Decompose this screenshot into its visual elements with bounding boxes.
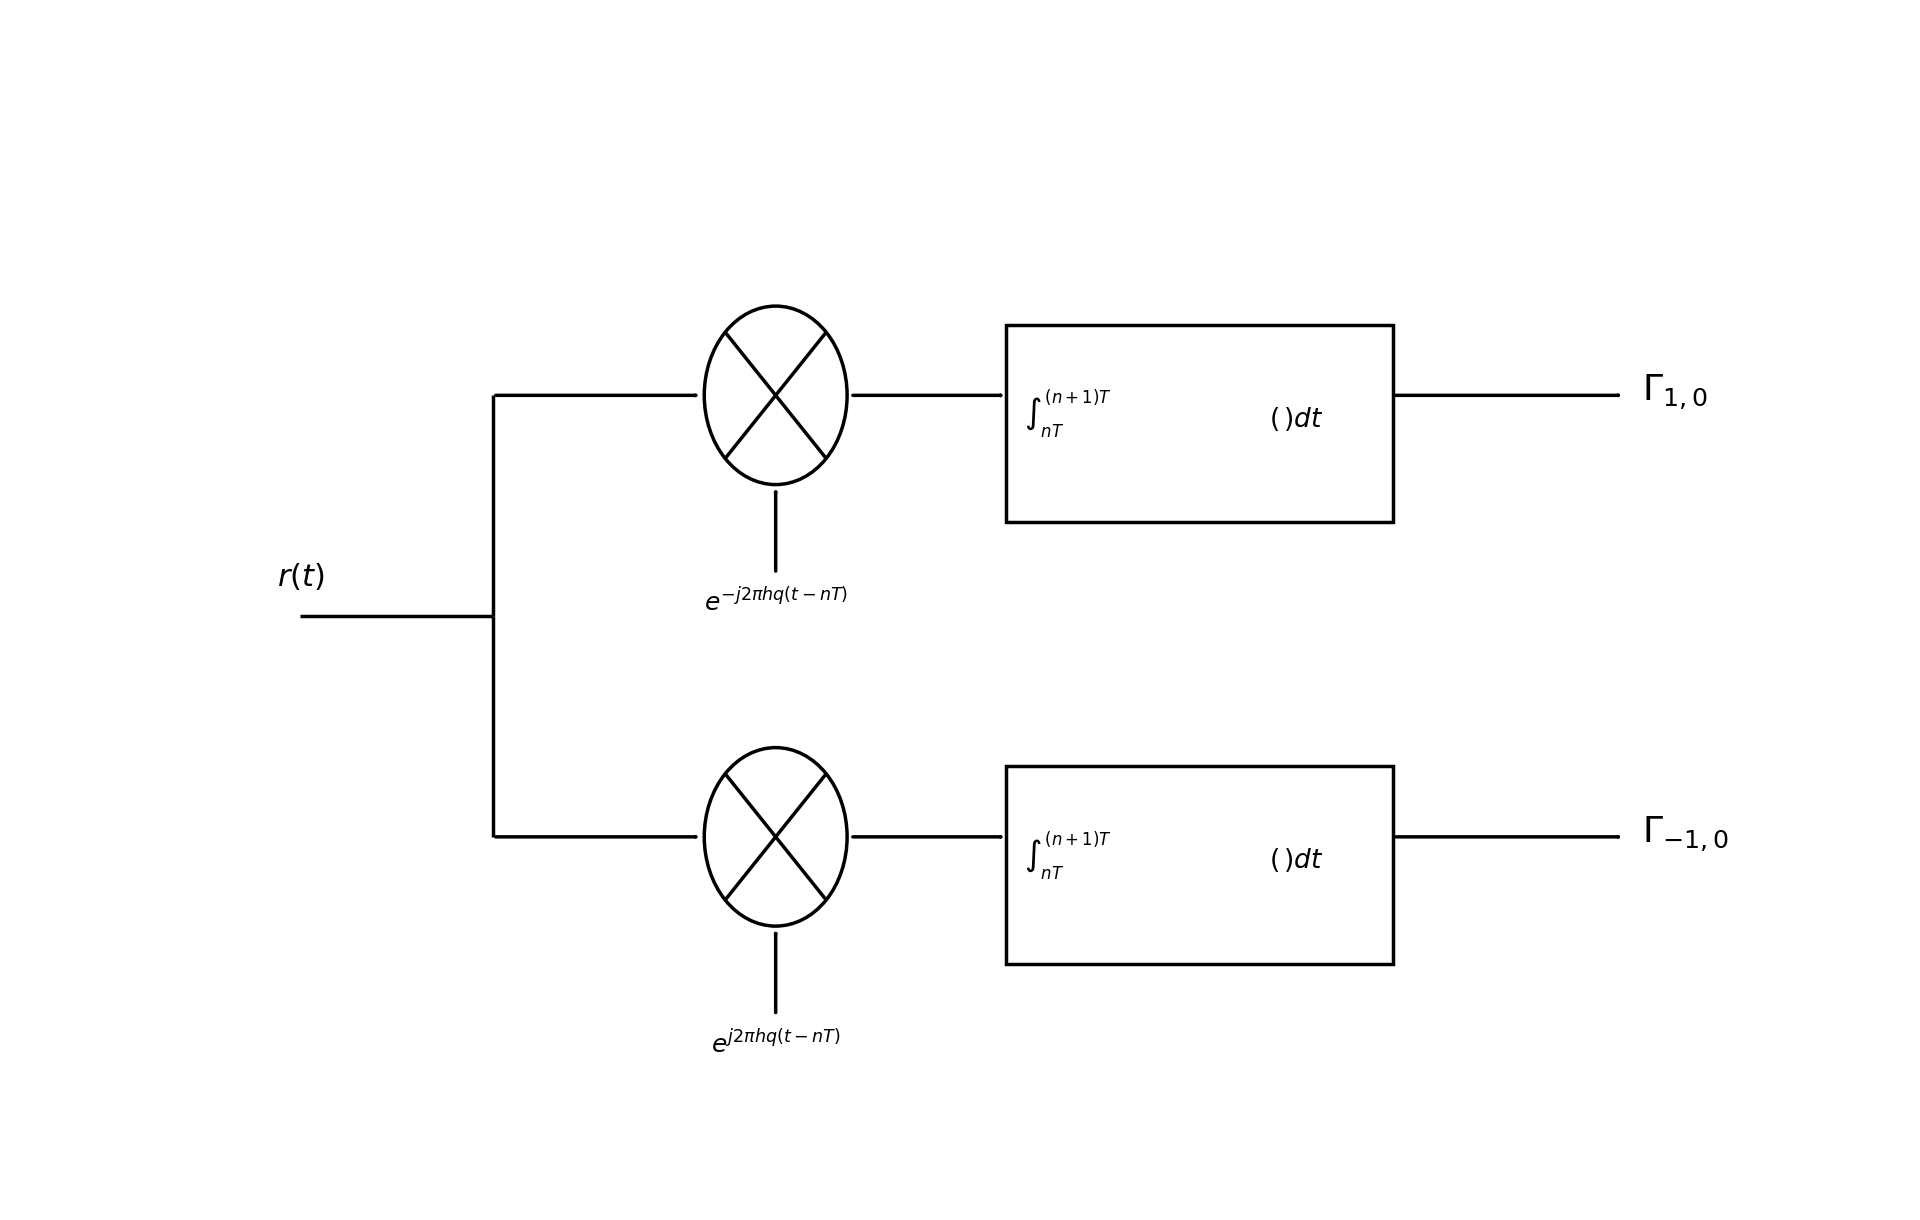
- Text: $(\,)dt$: $(\,)dt$: [1269, 847, 1325, 875]
- Text: $\Gamma_{1,0}$: $\Gamma_{1,0}$: [1642, 373, 1707, 412]
- Text: $\int_{nT}^{(n+1)T}$: $\int_{nT}^{(n+1)T}$: [1023, 388, 1112, 440]
- Bar: [1006, 766, 1394, 964]
- Text: $r(t)$: $r(t)$: [276, 561, 324, 593]
- Text: $\Gamma_{-1,0}$: $\Gamma_{-1,0}$: [1642, 815, 1728, 854]
- Bar: [1006, 325, 1394, 522]
- Text: $\int_{nT}^{(n+1)T}$: $\int_{nT}^{(n+1)T}$: [1023, 830, 1112, 882]
- Text: $(\,)dt$: $(\,)dt$: [1269, 405, 1325, 433]
- Text: $e^{j2\pi hq(t-nT)}$: $e^{j2\pi hq(t-nT)}$: [710, 1030, 841, 1058]
- Text: $e^{-j2\pi hq(t-nT)}$: $e^{-j2\pi hq(t-nT)}$: [703, 588, 849, 616]
